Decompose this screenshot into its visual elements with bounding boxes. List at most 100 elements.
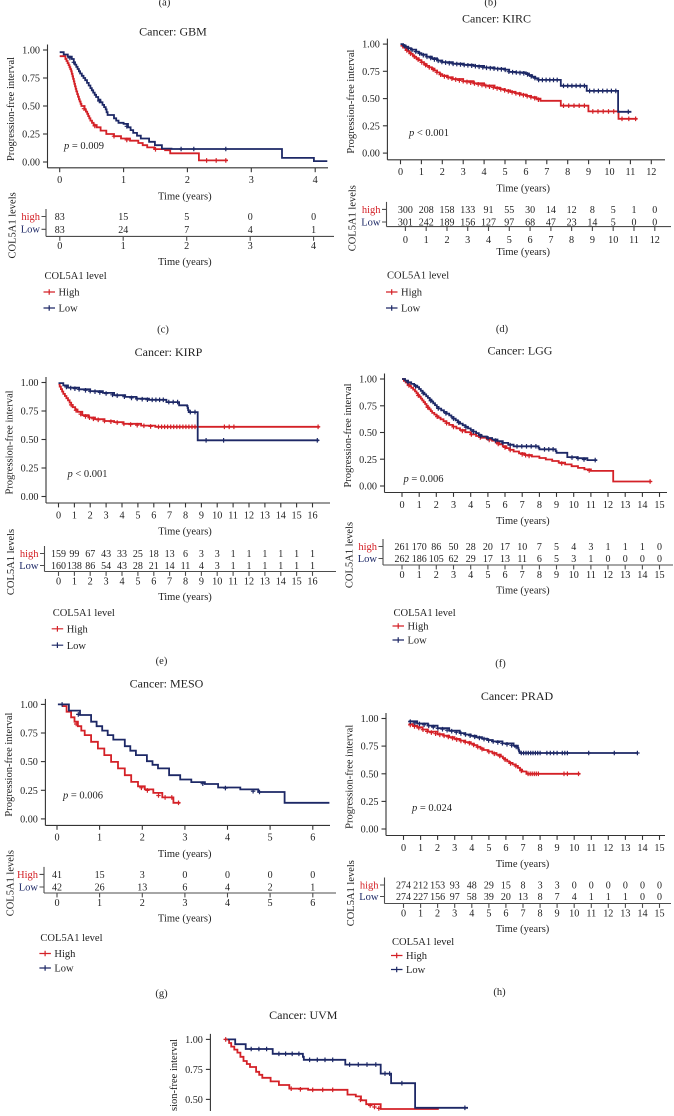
- svg-text:6: 6: [502, 500, 507, 511]
- svg-text:5: 5: [485, 500, 490, 511]
- svg-text:17: 17: [500, 542, 510, 553]
- svg-text:Time (years): Time (years): [158, 592, 212, 603]
- svg-text:COL5A1 level: COL5A1 level: [45, 271, 107, 282]
- svg-text:0: 0: [657, 881, 662, 892]
- svg-text:6: 6: [183, 549, 188, 560]
- svg-text:0.50: 0.50: [22, 102, 40, 113]
- svg-text:4: 4: [248, 225, 253, 236]
- svg-text:3: 3: [182, 833, 187, 844]
- svg-text:6: 6: [151, 577, 156, 588]
- svg-text:0.00: 0.00: [21, 492, 39, 503]
- svg-text:4: 4: [313, 175, 318, 186]
- svg-text:1: 1: [247, 561, 252, 572]
- svg-text:0.75: 0.75: [361, 742, 379, 753]
- svg-text:5: 5: [135, 510, 140, 521]
- svg-text:7: 7: [555, 892, 560, 903]
- svg-text:1: 1: [72, 577, 77, 588]
- svg-text:4: 4: [571, 542, 576, 553]
- svg-text:Cancer: GBM: Cancer: GBM: [139, 25, 207, 39]
- svg-text:13: 13: [620, 843, 630, 854]
- svg-text:0: 0: [56, 577, 61, 588]
- svg-text:93: 93: [450, 881, 460, 892]
- svg-text:8: 8: [569, 235, 574, 246]
- svg-text:28: 28: [466, 542, 476, 553]
- svg-text:9: 9: [199, 577, 204, 588]
- svg-text:0.75: 0.75: [185, 1065, 203, 1076]
- svg-text:208: 208: [419, 205, 434, 216]
- svg-text:Time (years): Time (years): [158, 914, 212, 925]
- svg-text:11: 11: [586, 909, 596, 920]
- svg-text:2: 2: [444, 235, 449, 246]
- svg-text:14: 14: [587, 218, 597, 229]
- svg-text:8: 8: [537, 570, 542, 581]
- svg-text:262: 262: [395, 554, 410, 565]
- svg-text:0: 0: [399, 570, 404, 581]
- svg-text:0.50: 0.50: [21, 435, 39, 446]
- svg-text:29: 29: [484, 881, 494, 892]
- svg-text:1: 1: [424, 235, 429, 246]
- svg-text:0: 0: [182, 870, 187, 881]
- svg-text:11: 11: [181, 561, 191, 572]
- svg-text:11: 11: [629, 235, 639, 246]
- svg-text:3: 3: [451, 500, 456, 511]
- svg-text:0: 0: [657, 892, 662, 903]
- svg-text:83: 83: [55, 225, 65, 236]
- svg-text:6: 6: [502, 570, 507, 581]
- svg-text:6: 6: [182, 883, 187, 894]
- svg-text:3: 3: [588, 542, 593, 553]
- svg-text:5: 5: [486, 909, 491, 920]
- svg-text:6: 6: [310, 833, 315, 844]
- svg-text:1: 1: [310, 549, 315, 560]
- svg-text:7: 7: [520, 570, 525, 581]
- svg-text:p < 0.001: p < 0.001: [67, 469, 108, 480]
- svg-text:14: 14: [637, 909, 647, 920]
- svg-text:28: 28: [133, 561, 143, 572]
- svg-text:68: 68: [525, 218, 535, 229]
- svg-text:High: High: [59, 288, 81, 299]
- svg-text:14: 14: [165, 561, 175, 572]
- svg-text:3: 3: [451, 570, 456, 581]
- svg-text:20: 20: [483, 542, 493, 553]
- svg-text:24: 24: [118, 225, 128, 236]
- svg-text:4: 4: [469, 843, 474, 854]
- svg-text:COL5A1 levels: COL5A1 levels: [347, 185, 358, 251]
- svg-text:COL5A1 level: COL5A1 level: [387, 271, 449, 282]
- svg-text:3: 3: [182, 898, 187, 909]
- svg-text:0.75: 0.75: [359, 401, 377, 412]
- svg-text:1.00: 1.00: [22, 46, 40, 57]
- svg-text:0: 0: [640, 554, 645, 565]
- svg-text:26: 26: [95, 883, 105, 894]
- svg-text:23: 23: [567, 218, 577, 229]
- svg-text:3: 3: [248, 241, 253, 252]
- svg-text:Low: Low: [67, 641, 87, 652]
- svg-text:COL5A1 levels: COL5A1 levels: [8, 192, 19, 258]
- svg-text:1: 1: [606, 542, 611, 553]
- svg-text:Progression-free interval: Progression-free interval: [343, 383, 354, 487]
- svg-text:0.25: 0.25: [20, 786, 38, 797]
- svg-text:High: High: [67, 624, 89, 635]
- svg-text:18: 18: [149, 549, 159, 560]
- svg-text:11: 11: [586, 570, 596, 581]
- svg-text:12: 12: [567, 205, 577, 216]
- svg-text:0.00: 0.00: [22, 158, 40, 169]
- svg-text:11: 11: [586, 843, 596, 854]
- svg-text:1: 1: [310, 883, 315, 894]
- svg-text:0: 0: [401, 909, 406, 920]
- svg-text:0: 0: [399, 500, 404, 511]
- svg-text:189: 189: [440, 218, 455, 229]
- svg-text:97: 97: [450, 892, 460, 903]
- svg-text:12: 12: [244, 510, 254, 521]
- svg-text:86: 86: [431, 542, 441, 553]
- svg-text:(d): (d): [496, 324, 509, 335]
- svg-text:High: High: [17, 870, 39, 881]
- svg-text:Cancer: MESO: Cancer: MESO: [130, 677, 204, 691]
- svg-text:High: High: [408, 622, 430, 633]
- svg-text:1.00: 1.00: [21, 378, 39, 389]
- svg-text:Low: Low: [358, 554, 378, 565]
- svg-text:0.00: 0.00: [361, 825, 379, 836]
- svg-text:212: 212: [413, 881, 428, 892]
- svg-text:5: 5: [502, 167, 507, 178]
- svg-text:97: 97: [504, 218, 514, 229]
- svg-text:p = 0.006: p = 0.006: [403, 474, 444, 485]
- svg-text:20: 20: [501, 892, 511, 903]
